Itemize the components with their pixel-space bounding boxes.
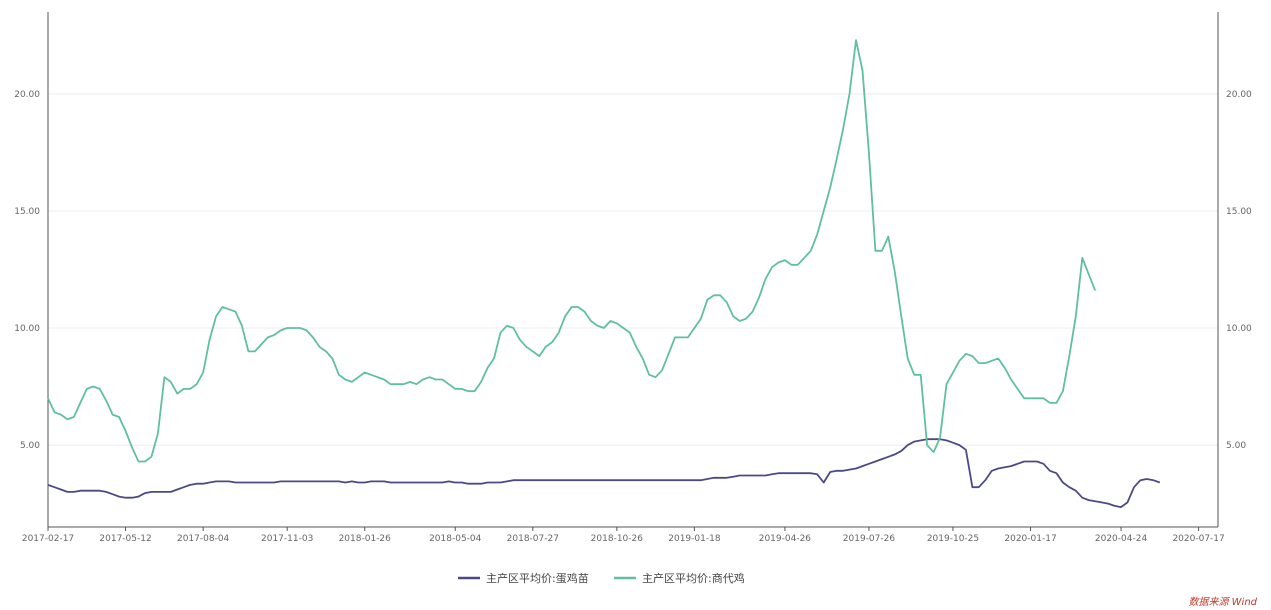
x-tick-label: 2017-11-03 — [261, 534, 313, 544]
series-line-2 — [47, 39, 1097, 463]
x-tick-label: 2020-01-17 — [1004, 534, 1056, 544]
axes — [47, 12, 1219, 531]
y-tick-label-right: 20.00 — [1226, 90, 1252, 100]
x-tick-label: 2020-04-24 — [1095, 534, 1148, 544]
x-tick-label: 2019-07-26 — [843, 534, 896, 544]
x-tick-label: 2018-01-26 — [339, 534, 392, 544]
tick-labels: 5.00 5.00 10.00 10.00 15.00 15.00 20.00 20.00 20… — [14, 90, 1252, 544]
y-tick-label-right: 5.00 — [1226, 441, 1246, 451]
x-tick-label: 2019-10-25 — [927, 534, 979, 544]
x-tick-label: 2020-07-17 — [1172, 534, 1224, 544]
x-tick-label: 2019-04-26 — [759, 534, 812, 544]
legend-label-2: 主产区平均价:商代鸡 — [642, 571, 745, 585]
x-tick-label: 2018-05-04 — [429, 534, 482, 544]
data-source-note: 数据来源 Wind — [1188, 597, 1257, 608]
y-tick-label-left: 20.00 — [14, 90, 40, 100]
x-tick-label: 2018-10-26 — [591, 534, 644, 544]
y-tick-label-left: 10.00 — [14, 324, 40, 334]
x-tick-label: 2017-05-12 — [99, 534, 151, 544]
x-tick-label: 2018-07-27 — [507, 534, 559, 544]
legend-label-1: 主产区平均价:蛋鸡苗 — [486, 571, 589, 585]
y-tick-label-left: 15.00 — [14, 207, 40, 217]
series-lines — [47, 39, 1161, 509]
x-tick-label: 2019-01-18 — [668, 534, 721, 544]
series-line-1 — [47, 438, 1161, 509]
legend: 主产区平均价:蛋鸡苗 主产区平均价:商代鸡 — [458, 571, 745, 585]
y-tick-label-right: 10.00 — [1226, 324, 1252, 334]
gridlines — [48, 93, 1218, 446]
x-tick-label: 2017-08-04 — [177, 534, 230, 544]
y-tick-label-right: 15.00 — [1226, 207, 1252, 217]
y-tick-label-left: 5.00 — [20, 441, 40, 451]
x-tick-label: 2017-02-17 — [22, 534, 74, 544]
